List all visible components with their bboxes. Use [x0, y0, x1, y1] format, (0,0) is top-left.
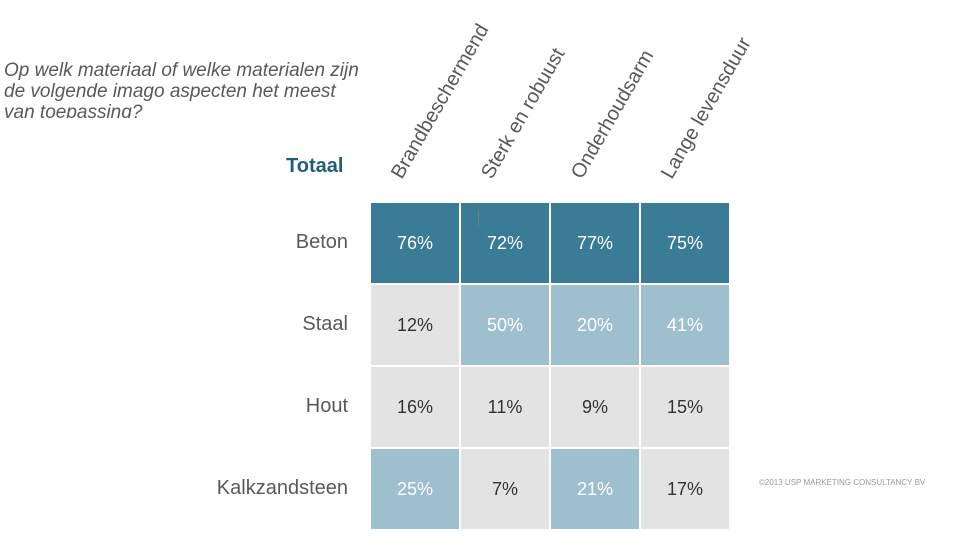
text-cursor-mark — [478, 210, 479, 226]
table-cell: 50% — [461, 285, 549, 365]
table-cell: 16% — [371, 367, 459, 447]
table-cell: 11% — [461, 367, 549, 447]
table-cell: 9% — [551, 367, 639, 447]
column-header: Onderhoudsarm — [567, 46, 659, 183]
table-cell: 25% — [371, 449, 459, 529]
row-label: Beton — [295, 231, 348, 253]
row-label: Kalkzandsteen — [216, 477, 348, 499]
table-cell: 15% — [641, 367, 729, 447]
table-cell: 76% — [371, 203, 459, 283]
table-cell: 77% — [551, 203, 639, 283]
table-cell: 72% — [461, 203, 549, 283]
table-cell: 12% — [371, 285, 459, 365]
column-header: Sterk en robuust — [477, 44, 570, 183]
row-label: Staal — [302, 313, 348, 335]
table-cell: 7% — [461, 449, 549, 529]
table-cell: 20% — [551, 285, 639, 365]
table-cell: 75% — [641, 203, 729, 283]
copyright-footer: ©2013 USP MARKETING CONSULTANCY BV — [759, 478, 926, 487]
table-cell: 17% — [641, 449, 729, 529]
row-label: Hout — [305, 395, 348, 417]
table-cell: 21% — [551, 449, 639, 529]
column-header: Lange levensduur — [657, 33, 756, 183]
survey-question: Op welk materiaal of welke materialen zi… — [4, 60, 359, 118]
table-cell: 41% — [641, 285, 729, 365]
segment-label: Totaal — [286, 155, 344, 177]
